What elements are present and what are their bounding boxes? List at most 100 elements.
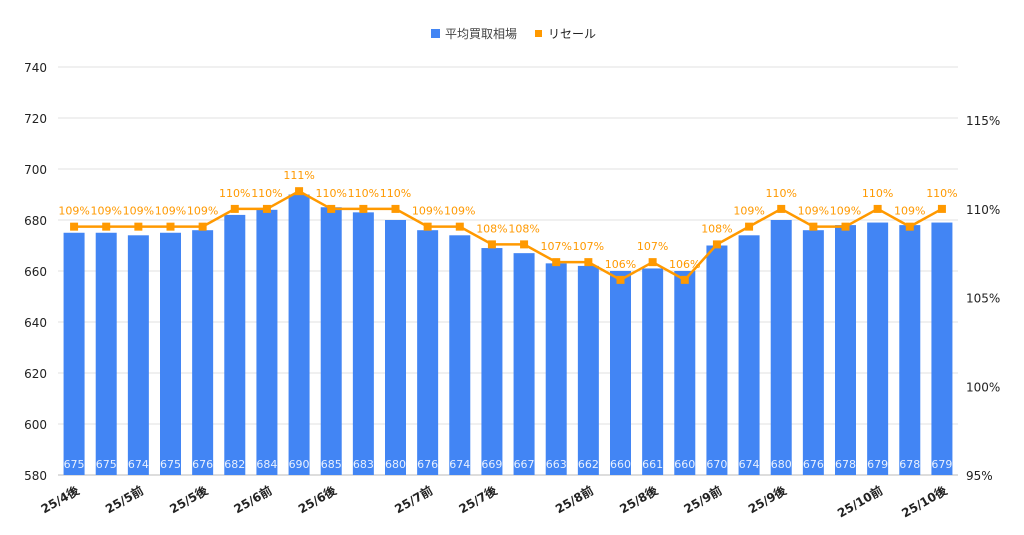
line-value-label: 109% xyxy=(798,205,829,218)
line-value-label: 109% xyxy=(894,205,925,218)
line-point xyxy=(841,222,850,231)
line-value-label: 106% xyxy=(669,258,700,271)
line-point xyxy=(873,204,882,213)
line-point xyxy=(905,222,914,231)
bar-value-label: 680 xyxy=(771,458,792,471)
line-point xyxy=(552,258,561,267)
bar xyxy=(610,271,631,475)
line-point xyxy=(809,222,818,231)
line-value-label: 109% xyxy=(830,205,861,218)
bar xyxy=(63,232,85,475)
resale-line xyxy=(74,189,943,282)
bar xyxy=(224,214,246,475)
x-tick-label: 25/7前 xyxy=(392,483,435,517)
bar xyxy=(256,209,278,476)
bar-value-label: 660 xyxy=(674,458,695,471)
bar-value-label: 679 xyxy=(931,458,952,471)
bar xyxy=(95,232,117,475)
left-tick-label: 700 xyxy=(24,163,47,177)
legend-bar-swatch xyxy=(431,29,440,38)
bar-value-label: 675 xyxy=(160,458,181,471)
left-tick-label: 580 xyxy=(24,469,47,483)
x-tick-label: 25/10後 xyxy=(899,482,950,520)
line-point xyxy=(295,187,304,196)
legend-line-swatch xyxy=(535,30,542,37)
x-tick-label: 25/8後 xyxy=(617,482,661,516)
bar-value-label: 690 xyxy=(289,458,310,471)
bar xyxy=(770,220,792,475)
x-tick-label: 25/10前 xyxy=(835,483,886,521)
x-tick-label: 25/6後 xyxy=(295,482,339,516)
bar-value-label: 663 xyxy=(546,458,567,471)
line-value-label: 109% xyxy=(733,205,764,218)
line-value-label: 110% xyxy=(251,187,282,200)
line-point xyxy=(166,222,175,231)
bar-value-label: 675 xyxy=(96,458,117,471)
left-tick-label: 680 xyxy=(24,214,47,228)
bar-value-label: 661 xyxy=(642,458,663,471)
bar-value-label: 684 xyxy=(256,458,277,471)
bar xyxy=(127,235,149,475)
bar-value-label: 676 xyxy=(192,458,213,471)
bar-value-label: 667 xyxy=(514,458,535,471)
line-value-label: 110% xyxy=(862,187,893,200)
bar xyxy=(160,232,181,475)
line-point xyxy=(262,204,271,213)
bar xyxy=(449,235,471,475)
bar xyxy=(320,207,342,475)
line-value-label: 109% xyxy=(444,205,475,218)
bar xyxy=(288,194,310,475)
bar xyxy=(545,263,567,475)
x-tick-label: 25/6前 xyxy=(231,483,274,517)
bar xyxy=(481,248,503,475)
bar-value-label: 685 xyxy=(321,458,342,471)
bar xyxy=(738,235,760,475)
bar-value-label: 676 xyxy=(417,458,438,471)
line-point xyxy=(745,222,754,231)
x-tick-label: 25/9後 xyxy=(745,482,789,516)
line-point xyxy=(777,204,786,213)
line-point xyxy=(487,240,496,249)
line-point xyxy=(520,240,529,249)
line-value-label: 110% xyxy=(926,187,957,200)
line-value-label: 110% xyxy=(315,187,346,200)
line-value-label: 108% xyxy=(701,222,732,235)
line-point xyxy=(198,222,207,231)
line-value-label: 110% xyxy=(380,187,411,200)
x-tick-label: 25/8前 xyxy=(552,483,595,517)
left-tick-label: 640 xyxy=(24,316,47,330)
bar-value-label: 674 xyxy=(449,458,470,471)
left-tick-label: 620 xyxy=(24,367,47,381)
line-point xyxy=(327,204,336,213)
left-tick-label: 740 xyxy=(24,61,47,75)
bar xyxy=(192,230,214,475)
line-value-label: 108% xyxy=(508,222,539,235)
line-point xyxy=(712,240,721,249)
line-point xyxy=(102,222,111,231)
x-tick-label: 25/5後 xyxy=(167,482,211,516)
bar-value-label: 680 xyxy=(385,458,406,471)
line-point xyxy=(230,204,239,213)
bar-value-label: 683 xyxy=(353,458,374,471)
legend-bar-label: 平均買取相場 xyxy=(445,27,517,41)
bar-value-label: 660 xyxy=(610,458,631,471)
line-point xyxy=(391,204,400,213)
bar-value-label: 678 xyxy=(899,458,920,471)
line-point xyxy=(584,258,593,267)
line-point xyxy=(648,258,657,267)
x-tick-label: 25/9前 xyxy=(681,483,724,517)
line-point xyxy=(70,222,79,231)
line-value-label: 109% xyxy=(90,205,121,218)
line-value-label: 107% xyxy=(573,240,604,253)
bar xyxy=(352,212,374,475)
bar xyxy=(931,222,953,475)
bar xyxy=(899,225,921,475)
right-tick-label: 110% xyxy=(966,203,1000,217)
line-value-label: 109% xyxy=(123,205,154,218)
line-value-label: 106% xyxy=(605,258,636,271)
line-value-label: 111% xyxy=(283,169,314,182)
line-point xyxy=(423,222,432,231)
bar-value-label: 676 xyxy=(803,458,824,471)
bar xyxy=(835,225,856,475)
bar xyxy=(385,220,406,475)
